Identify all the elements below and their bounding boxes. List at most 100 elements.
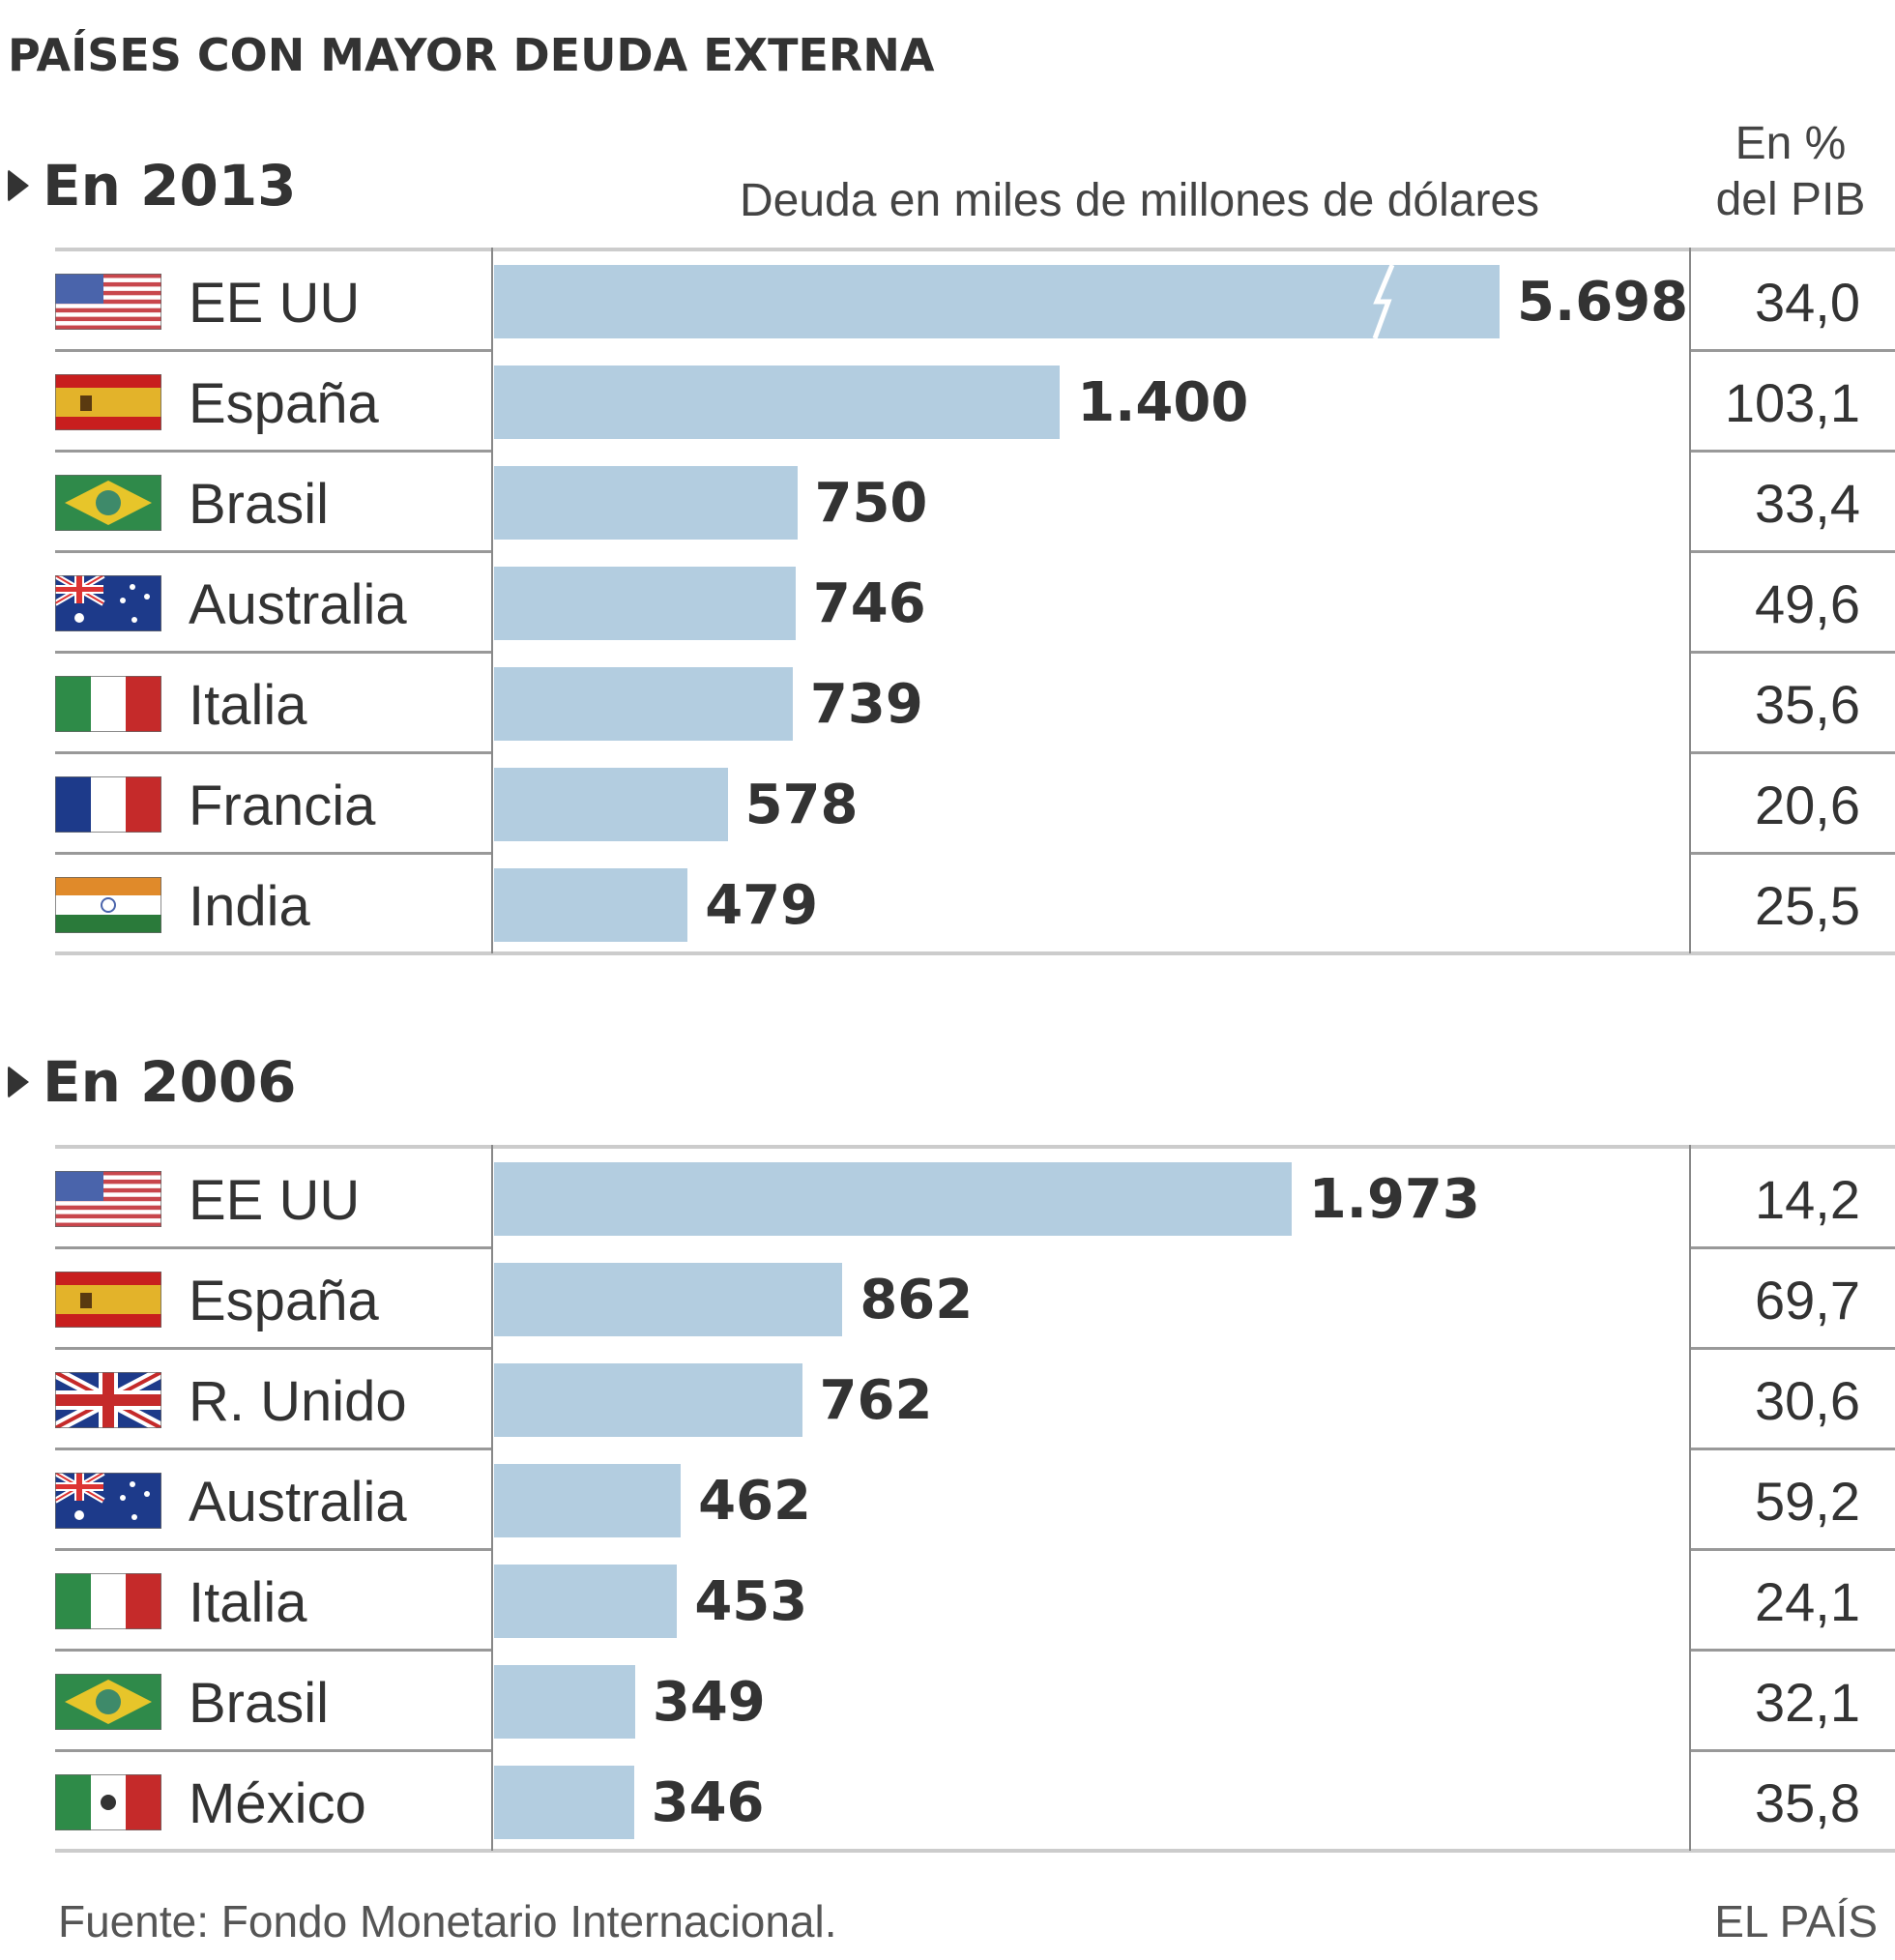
bottom-rule — [55, 951, 1895, 955]
row-divider — [55, 1548, 491, 1551]
pct-header-line2: del PIB — [1715, 174, 1866, 225]
chart-row: Australia 746 49,6 — [55, 553, 1895, 654]
unit-label: Deuda en miles de millones de dólares — [740, 175, 1540, 226]
pct-gdp-value: 103,1 — [1724, 372, 1860, 433]
section-header-2006: En 2006 — [8, 1049, 297, 1115]
value-label: 453 — [694, 1570, 808, 1633]
bar — [494, 667, 793, 741]
row-divider — [1691, 349, 1895, 352]
row-divider — [1691, 1548, 1895, 1551]
row-divider — [55, 349, 491, 352]
country-label: Australia — [189, 1471, 407, 1534]
bar — [494, 1766, 634, 1839]
row-divider — [1691, 651, 1895, 654]
bar — [494, 1464, 682, 1537]
row-divider — [1691, 1649, 1895, 1652]
country-label: México — [189, 1772, 366, 1835]
value-label: 746 — [812, 572, 926, 635]
pct-gdp-value: 30,6 — [1755, 1370, 1860, 1431]
country-label: Italia — [189, 1571, 307, 1634]
triangle-bullet-icon — [8, 1066, 29, 1098]
pct-gdp-value: 49,6 — [1755, 573, 1860, 634]
country-label: Italia — [189, 674, 307, 737]
chart-2006: EE UU 1.973 14,2 España 862 69,7 R. Unido 762 30… — [55, 1145, 1895, 1853]
source-note: Fuente: Fondo Monetario Internacional. — [58, 1896, 837, 1946]
row-divider — [55, 651, 491, 654]
in-flag-icon — [55, 877, 161, 933]
pct-gdp-value: 34,0 — [1755, 272, 1860, 333]
row-divider — [1691, 550, 1895, 553]
es-flag-icon — [55, 374, 161, 430]
row-divider — [1691, 751, 1895, 754]
chart-row: Brasil 750 33,4 — [55, 453, 1895, 553]
pct-gdp-value: 69,7 — [1755, 1270, 1860, 1331]
chart-row: Australia 462 59,2 — [55, 1450, 1895, 1551]
row-divider — [55, 1749, 491, 1752]
chart-row: India 479 25,5 — [55, 855, 1895, 955]
chart-row: España 1.400 103,1 — [55, 352, 1895, 453]
us-flag-icon — [55, 1171, 161, 1227]
row-divider — [1691, 1749, 1895, 1752]
row-divider — [1691, 1448, 1895, 1450]
pct-gdp-value: 14,2 — [1755, 1169, 1860, 1230]
row-divider — [55, 751, 491, 754]
row-divider — [1691, 450, 1895, 453]
pct-divider — [1689, 248, 1691, 953]
value-label: 762 — [819, 1369, 933, 1432]
row-divider — [1691, 1246, 1895, 1249]
country-label: India — [189, 875, 310, 938]
section-header-2013: En 2013 — [8, 153, 297, 219]
pct-gdp-value: 24,1 — [1755, 1571, 1860, 1632]
value-label: 5.698 — [1517, 271, 1689, 334]
country-label: Brasil — [189, 473, 330, 536]
top-rule — [55, 248, 1895, 251]
pct-gdp-value: 35,8 — [1755, 1772, 1860, 1833]
label-divider — [491, 248, 493, 953]
value-label: 1.400 — [1077, 371, 1249, 434]
axis-break-icon — [1372, 265, 1395, 338]
bar — [494, 768, 728, 841]
value-label: 578 — [744, 774, 859, 836]
value-label: 739 — [809, 673, 923, 736]
chart-title: PAÍSES CON MAYOR DEUDA EXTERNA — [8, 29, 935, 81]
value-label: 462 — [698, 1470, 812, 1533]
us-flag-icon — [55, 274, 161, 330]
chart-row: España 862 69,7 — [55, 1249, 1895, 1350]
value-label: 750 — [814, 472, 928, 535]
row-divider — [55, 450, 491, 453]
section-title: En 2013 — [43, 153, 297, 219]
chart-row: R. Unido 762 30,6 — [55, 1350, 1895, 1450]
bar — [494, 366, 1061, 439]
bar — [494, 265, 1500, 338]
country-label: España — [189, 1270, 379, 1332]
br-flag-icon — [55, 1674, 161, 1730]
bar — [494, 1363, 802, 1437]
country-label: Australia — [189, 573, 407, 636]
row-divider — [55, 550, 491, 553]
country-label: R. Unido — [189, 1370, 407, 1433]
mx-flag-icon — [55, 1774, 161, 1830]
country-label: EE UU — [189, 272, 361, 335]
chart-row: EE UU 1.973 14,2 — [55, 1149, 1895, 1249]
chart-2013: EE UU 5.698 34,0 España 1.400 103,1 Brasil 750 3… — [55, 248, 1895, 955]
chart-row: Italia 453 24,1 — [55, 1551, 1895, 1652]
bar — [494, 1162, 1292, 1236]
es-flag-icon — [55, 1272, 161, 1328]
value-label: 862 — [860, 1269, 974, 1331]
value-label: 1.973 — [1308, 1168, 1480, 1231]
pct-gdp-value: 59,2 — [1755, 1471, 1860, 1532]
country-label: España — [189, 372, 379, 435]
chart-row: México 346 35,8 — [55, 1752, 1895, 1853]
pct-gdp-value: 25,5 — [1755, 875, 1860, 936]
pct-divider — [1689, 1145, 1691, 1851]
country-label: EE UU — [189, 1169, 361, 1232]
bottom-rule — [55, 1849, 1895, 1853]
country-label: Francia — [189, 775, 376, 837]
bar — [494, 1263, 843, 1336]
row-divider — [55, 852, 491, 855]
country-label: Brasil — [189, 1672, 330, 1735]
br-flag-icon — [55, 475, 161, 531]
pct-gdp-value: 33,4 — [1755, 473, 1860, 534]
value-label: 349 — [652, 1671, 766, 1734]
row-divider — [1691, 1347, 1895, 1350]
